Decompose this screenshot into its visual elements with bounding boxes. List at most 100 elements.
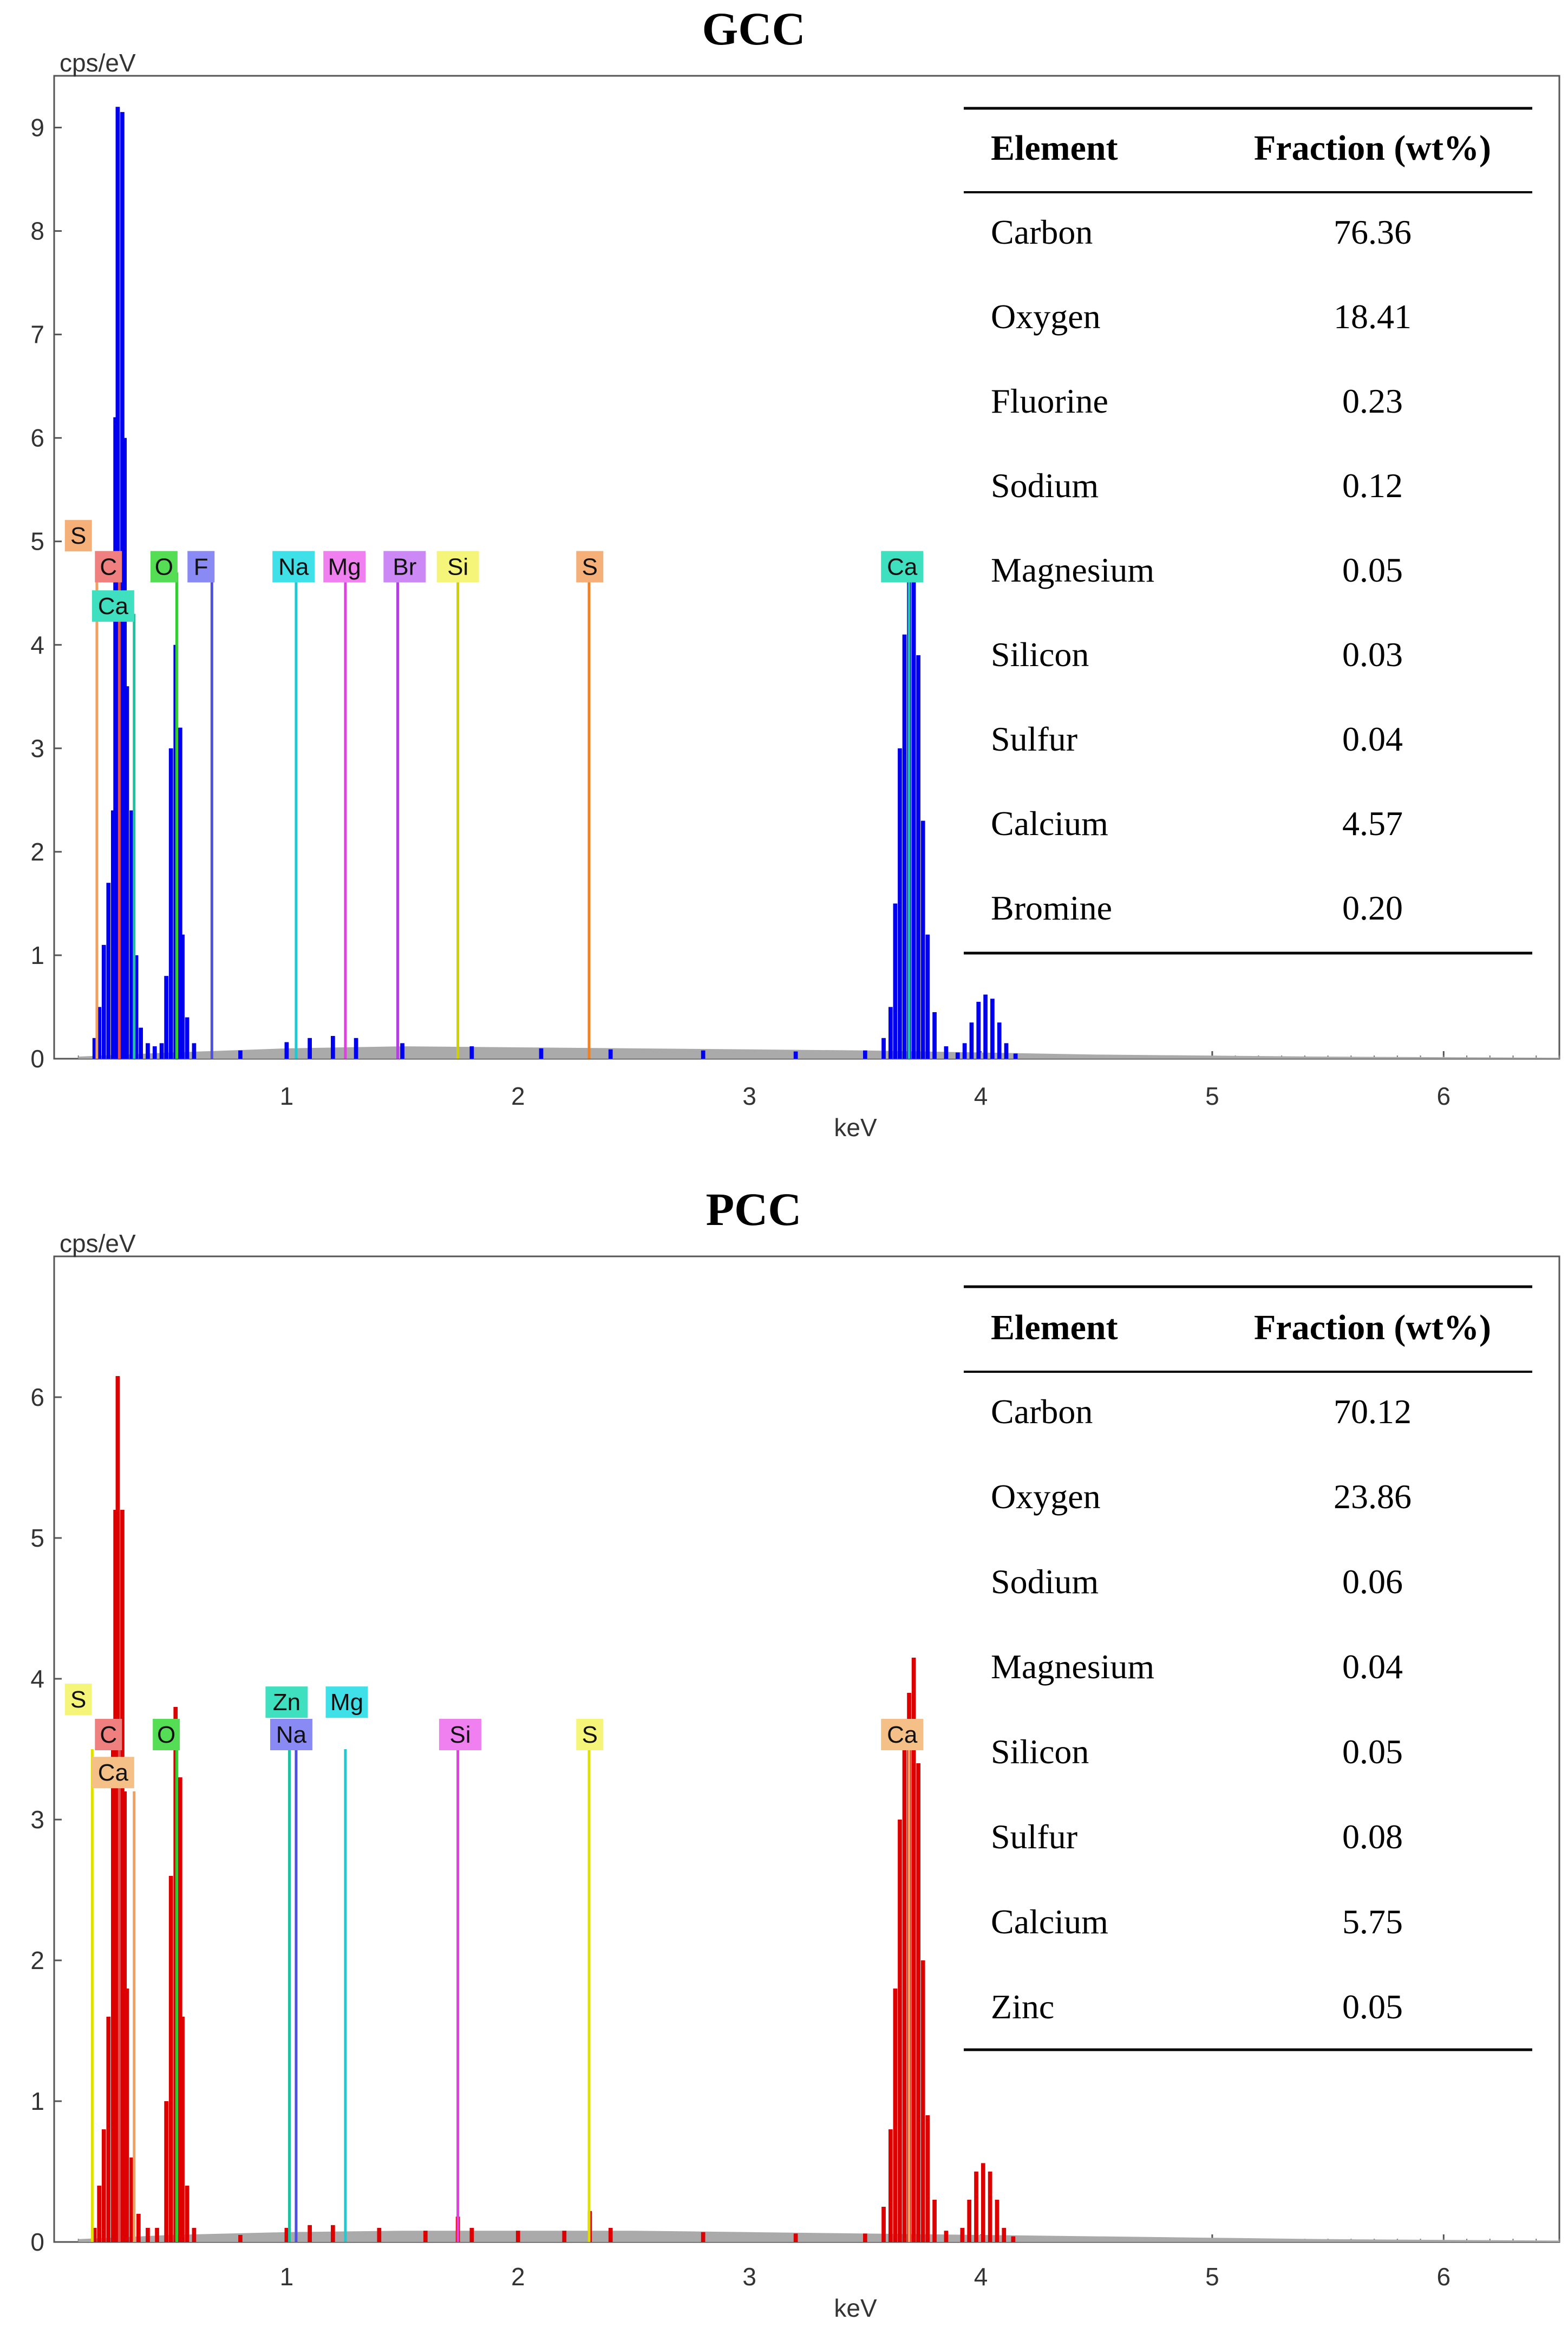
element-label-box <box>64 1684 92 1715</box>
x-tick-label: 1 <box>280 2263 294 2291</box>
chart-title: PCC <box>706 1183 802 1235</box>
table-cell-element: Sulfur <box>991 1817 1077 1856</box>
table-cell-element: Oxygen <box>991 1477 1101 1516</box>
spectrum-bar <box>129 2157 134 2242</box>
element-label-text: Ca <box>887 1722 918 1748</box>
x-axis-label: keV <box>834 1113 877 1142</box>
element-label-c: C <box>95 1719 122 1750</box>
spectrum-bar <box>284 2228 289 2242</box>
y-tick-label: 4 <box>30 1665 44 1693</box>
spectrum-bar <box>981 2163 985 2242</box>
spectrum-bar <box>146 2228 150 2242</box>
spectrum-bar <box>608 2228 613 2242</box>
spectrum-bar <box>164 2101 168 2242</box>
spectrum-bar <box>192 1043 197 1059</box>
spectrum-bar <box>920 1960 925 2242</box>
x-tick-label: 2 <box>511 1082 525 1110</box>
spectrum-bar <box>308 2225 312 2242</box>
element-label-text: Na <box>278 554 309 581</box>
spectrum-bar <box>168 1876 173 2242</box>
element-label-f: F <box>187 551 215 583</box>
y-tick-label: 2 <box>30 1946 44 1974</box>
spectrum-bar <box>164 976 168 1059</box>
table-cell-element: Magnesium <box>991 551 1154 589</box>
spectrum-bar <box>120 112 125 1059</box>
element-label-box <box>436 551 479 583</box>
spectrum-bar <box>113 417 117 1059</box>
element-label-text: Mg <box>330 1689 363 1716</box>
spectrum-bar <box>997 1022 1002 1059</box>
spectrum-bar <box>155 2228 159 2242</box>
spectrum-bar <box>701 2232 705 2242</box>
spectrum-bar <box>562 2231 567 2242</box>
x-tick-label: 6 <box>1437 1082 1451 1110</box>
element-label-box <box>64 520 92 552</box>
spectrum-bar <box>1002 2228 1007 2242</box>
x-tick-label: 5 <box>1205 1082 1219 1110</box>
element-label-na: Na <box>272 551 315 583</box>
spectrum-bar <box>92 1038 97 1059</box>
element-label-o: O <box>153 1719 180 1750</box>
table-header-element: Element <box>991 1308 1118 1347</box>
element-label-text: Si <box>449 1722 471 1748</box>
y-tick-label: 5 <box>30 527 44 556</box>
y-axis-label: cps/eV <box>60 49 136 77</box>
spectrum-bar <box>881 1038 886 1059</box>
element-label-text: Na <box>276 1722 307 1748</box>
background-fill <box>78 1046 1559 1059</box>
element-label-ca: Ca <box>881 1719 924 1750</box>
plot-frame <box>53 1255 1560 2243</box>
spectrum-bar <box>125 686 129 1059</box>
element-label-text: S <box>70 523 86 549</box>
spectrum-bar <box>115 107 120 1059</box>
x-tick-label: 1 <box>280 1082 294 1110</box>
element-label-ca: Ca <box>881 551 924 583</box>
spectrum-bar <box>1011 2236 1016 2242</box>
table-cell-element: Sodium <box>991 466 1099 505</box>
element-label-text: O <box>155 554 173 581</box>
element-label-box <box>92 1757 134 1789</box>
table-cell-element: Silicon <box>991 1732 1089 1771</box>
spectrum-bar <box>863 2233 867 2242</box>
element-label-box <box>265 1686 308 1718</box>
element-label-box <box>95 551 122 583</box>
element-label-box <box>153 1719 180 1750</box>
spectrum-bar <box>178 1777 182 2242</box>
spectrum-bar <box>129 810 134 1059</box>
table-cell-fraction: 0.06 <box>1342 1562 1403 1601</box>
element-label-text: Ca <box>98 593 129 620</box>
spectrum-bar <box>178 727 182 1059</box>
element-label-box <box>92 590 134 622</box>
spectrum-bar <box>331 2225 335 2242</box>
spectrum-bar <box>539 1048 544 1059</box>
spectrum-bar <box>898 748 902 1059</box>
spectrum-bar <box>608 1049 613 1059</box>
table-header-element: Element <box>991 128 1118 168</box>
table-cell-fraction: 0.23 <box>1342 382 1403 420</box>
element-label-o: O <box>150 551 178 583</box>
y-tick-label: 1 <box>30 2087 44 2115</box>
spectrum-bar <box>995 2200 999 2242</box>
background-fill <box>78 2231 1559 2242</box>
table-cell-element: Calcium <box>991 804 1108 843</box>
spectrum-bar <box>888 1007 893 1059</box>
table-cell-fraction: 0.03 <box>1342 635 1403 674</box>
x-tick-label: 6 <box>1437 2263 1451 2291</box>
spectrum-bar <box>925 2115 930 2242</box>
spectrum-bar <box>793 1051 798 1059</box>
y-tick-label: 4 <box>30 631 44 659</box>
spectrum-bar <box>898 1820 902 2242</box>
spectrum-bar <box>101 944 106 1059</box>
spectrum-bar <box>139 1027 143 1059</box>
spectrum-bar <box>113 1510 117 2242</box>
spectrum-bar <box>1013 1053 1018 1059</box>
element-label-box <box>323 551 366 583</box>
table-cell-fraction: 18.41 <box>1334 297 1412 336</box>
table-cell-element: Carbon <box>991 1392 1093 1431</box>
y-tick-label: 2 <box>30 838 44 866</box>
element-label-text: F <box>194 554 208 581</box>
table-cell-fraction: 76.36 <box>1334 213 1412 251</box>
spectrum-bar <box>180 934 185 1059</box>
spectrum-bar <box>990 999 995 1059</box>
